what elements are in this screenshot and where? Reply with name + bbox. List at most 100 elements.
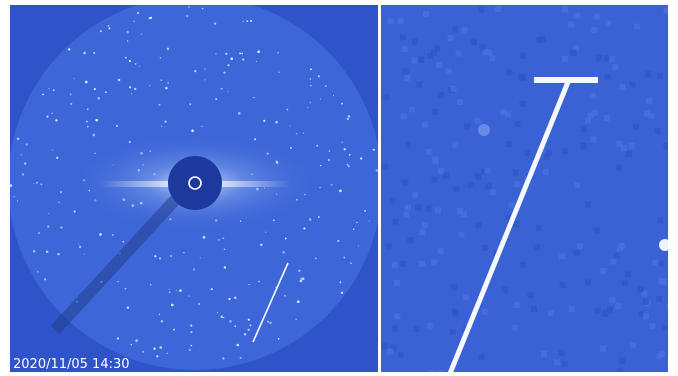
noise-cell <box>432 109 438 115</box>
noise-cell <box>413 326 419 332</box>
noise-cell <box>609 297 615 303</box>
noise-cell <box>658 278 664 284</box>
star <box>250 20 252 22</box>
star <box>40 183 42 185</box>
star <box>95 119 98 122</box>
noise-cell <box>543 169 549 175</box>
noise-cell <box>404 75 410 81</box>
noise-cell <box>394 280 400 286</box>
star <box>243 21 244 22</box>
star <box>117 337 119 339</box>
star <box>278 71 280 73</box>
star <box>310 85 311 86</box>
noise-cell <box>657 73 663 79</box>
star <box>240 357 242 359</box>
star <box>253 97 254 98</box>
noise-cell <box>457 99 463 105</box>
star <box>275 121 278 124</box>
noise-cell <box>520 262 526 268</box>
star <box>135 339 138 342</box>
noise-cell <box>402 46 408 52</box>
star <box>154 255 156 257</box>
star <box>150 17 152 19</box>
noise-cell <box>594 14 600 20</box>
star <box>224 266 226 268</box>
star <box>290 147 292 149</box>
noise-cell <box>527 292 533 298</box>
star <box>161 79 163 81</box>
noise-cell <box>562 148 568 154</box>
noise-cell <box>416 82 422 88</box>
noise-cell <box>513 221 519 227</box>
star <box>70 93 72 95</box>
star <box>358 245 359 246</box>
star <box>204 68 205 69</box>
noise-cell <box>452 26 458 32</box>
star <box>236 344 239 347</box>
star <box>92 134 95 137</box>
star <box>17 137 20 140</box>
noise-cell <box>513 170 519 176</box>
star <box>344 148 346 150</box>
noise-cell <box>405 205 411 211</box>
star <box>87 108 89 110</box>
star <box>159 314 160 315</box>
star <box>204 79 205 80</box>
noise-cell <box>478 354 484 360</box>
noise-cell <box>616 141 622 147</box>
star <box>141 33 142 34</box>
star <box>134 88 136 90</box>
noise-cell <box>649 113 655 119</box>
noise-cell <box>615 303 621 309</box>
star <box>42 94 44 96</box>
noise-cell <box>393 219 399 225</box>
star <box>190 325 192 327</box>
noise-cell <box>462 27 468 33</box>
star <box>33 250 35 252</box>
star <box>203 236 206 239</box>
star <box>167 82 169 84</box>
star <box>333 95 334 96</box>
noise-cell <box>392 262 398 268</box>
star <box>318 75 320 77</box>
noise-cell <box>514 181 520 187</box>
star <box>225 53 227 55</box>
noise-cell <box>630 342 636 348</box>
star <box>105 91 107 93</box>
noise-cell <box>475 222 481 228</box>
star <box>170 255 172 257</box>
noise-cell <box>559 253 565 259</box>
noise-cell <box>544 154 550 160</box>
star <box>223 317 224 318</box>
star <box>37 271 39 273</box>
noise-cell <box>486 50 492 56</box>
star <box>278 338 280 340</box>
star <box>348 165 350 167</box>
star <box>303 133 304 134</box>
star <box>223 72 225 74</box>
star <box>99 233 102 236</box>
star <box>58 202 59 203</box>
star <box>258 281 260 283</box>
star <box>347 118 349 120</box>
noise-cell <box>600 346 606 352</box>
noise-cell <box>475 118 481 124</box>
star <box>342 142 343 143</box>
star <box>176 290 177 291</box>
star <box>46 250 49 253</box>
star <box>310 68 312 70</box>
noise-cell <box>574 250 580 256</box>
noise-cell <box>422 222 428 228</box>
noise-cell <box>595 308 601 314</box>
noise-cell <box>482 245 488 251</box>
noise-cell <box>480 44 486 50</box>
star <box>337 240 339 242</box>
star <box>227 91 228 92</box>
noise-cell <box>536 225 542 231</box>
star <box>309 218 312 221</box>
noise-cell <box>625 271 631 277</box>
noise-cell <box>585 118 591 124</box>
noise-cell <box>591 27 597 33</box>
star <box>100 30 102 32</box>
star <box>341 292 343 294</box>
